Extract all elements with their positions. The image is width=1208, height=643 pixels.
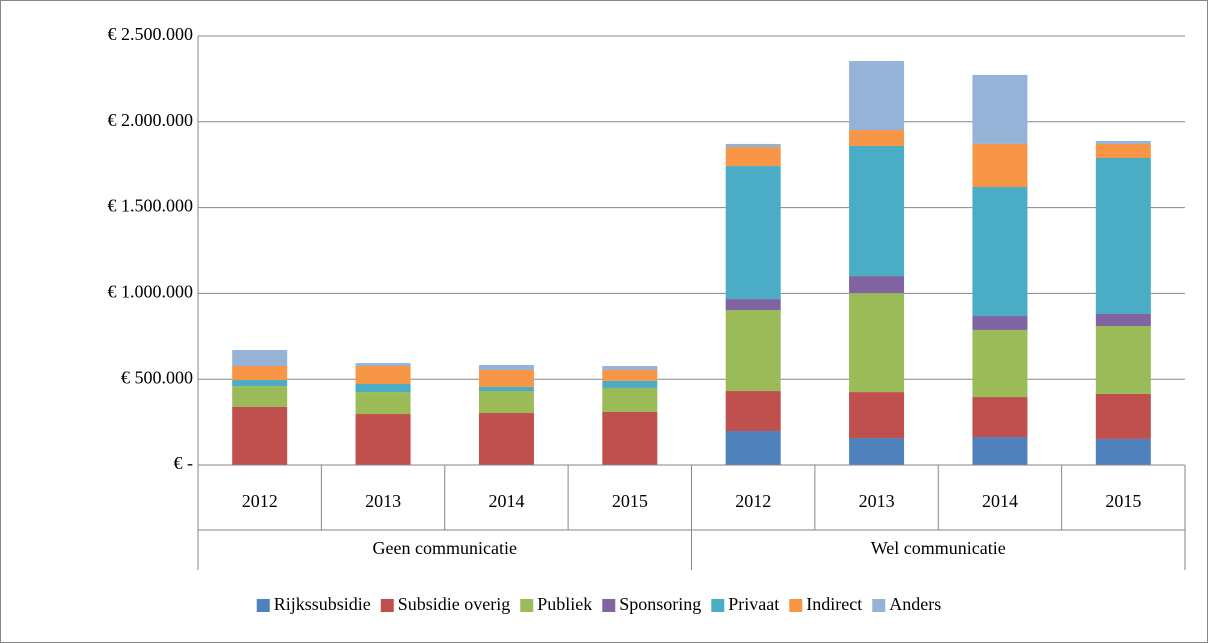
bar-segment: [478, 364, 534, 370]
bar-segment: [849, 130, 905, 146]
bar-segment: [849, 276, 905, 294]
bar-segment: [478, 413, 534, 465]
bar-segment: [725, 166, 781, 300]
bar-segment: [972, 74, 1028, 144]
legend-swatch: [872, 599, 886, 612]
bar-segment: [232, 406, 288, 465]
bar-segment: [972, 187, 1028, 317]
bar-segment: [849, 61, 905, 131]
bar-segment: [478, 369, 534, 387]
bar-segment: [602, 380, 658, 388]
x-tick-label: 2013: [365, 491, 401, 511]
legend-label: Subsidie overig: [398, 594, 511, 614]
y-tick-label: € 2.500.000: [108, 24, 194, 44]
legend-swatch: [520, 599, 534, 612]
bar-segment: [355, 384, 411, 393]
bar-segment: [1095, 158, 1151, 314]
x-tick-label: 2014: [488, 491, 524, 511]
bar-segment: [355, 414, 411, 465]
x-tick-label: 2012: [242, 491, 278, 511]
y-tick-label: € 2.000.000: [108, 110, 194, 130]
legend-swatch: [789, 599, 803, 612]
bar-segment: [1095, 313, 1151, 327]
y-tick-label: € 1.500.000: [108, 196, 194, 216]
bar-segment: [478, 391, 534, 414]
bar-segment: [1095, 438, 1151, 465]
bar-segment: [602, 411, 658, 465]
bar-segment: [232, 380, 288, 387]
bar-segment: [1095, 143, 1151, 159]
bar-segment: [849, 293, 905, 393]
bar-segment: [1095, 393, 1151, 439]
bar-segment: [602, 365, 658, 370]
y-tick-label: € 1.000.000: [108, 282, 194, 302]
legend-label: Sponsoring: [619, 594, 701, 614]
bar-segment: [725, 143, 781, 148]
group-label: Wel communicatie: [871, 538, 1006, 558]
bar-segment: [232, 350, 288, 366]
legend-label: Privaat: [728, 594, 779, 614]
bar-segment: [849, 438, 905, 465]
x-tick-label: 2014: [982, 491, 1018, 511]
bar-segment: [725, 147, 781, 167]
bar-segment: [972, 329, 1028, 398]
legend-swatch: [380, 599, 394, 612]
y-tick-label: € -: [174, 453, 194, 473]
bar-segment: [232, 365, 288, 381]
group-label: Geen communicatie: [373, 538, 517, 558]
bar-segment: [355, 363, 411, 366]
bar-segment: [1095, 141, 1151, 144]
bar-segment: [972, 316, 1028, 330]
bar-segment: [602, 387, 658, 412]
legend-swatch: [602, 599, 616, 612]
x-tick-label: 2012: [735, 491, 771, 511]
legend-label: Anders: [889, 594, 941, 614]
bar-segment: [1095, 326, 1151, 394]
bar-segment: [355, 392, 411, 415]
bar-segment: [602, 369, 658, 381]
bar-segment: [725, 299, 781, 311]
legend-swatch: [256, 599, 270, 612]
x-tick-label: 2015: [1105, 491, 1141, 511]
bar-segment: [972, 143, 1028, 188]
bar-segment: [849, 392, 905, 439]
x-tick-label: 2015: [612, 491, 648, 511]
bar-segment: [725, 431, 781, 465]
bar-segment: [478, 386, 534, 392]
bar-segment: [725, 310, 781, 392]
bar-segment: [849, 145, 905, 277]
legend-label: Rijkssubsidie: [274, 594, 371, 614]
bar-segment: [232, 386, 288, 407]
bar-segment: [972, 437, 1028, 465]
legend-swatch: [711, 599, 725, 612]
legend-label: Indirect: [806, 594, 862, 614]
legend-label: Publiek: [537, 594, 592, 614]
x-tick-label: 2013: [859, 491, 895, 511]
bar-segment: [725, 391, 781, 432]
y-tick-label: € 500.000: [121, 367, 193, 387]
bar-segment: [972, 397, 1028, 438]
bar-segment: [355, 365, 411, 385]
